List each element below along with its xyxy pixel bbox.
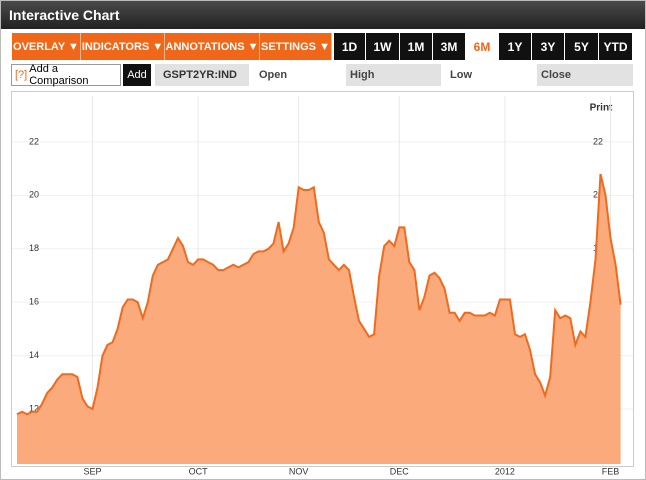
print-link[interactable]: Print <box>590 103 613 114</box>
y-tick-label: 16 <box>29 297 39 307</box>
y-tick-label: 20 <box>29 190 39 200</box>
x-tick-label: FEB <box>602 466 620 476</box>
range-button[interactable]: 1D <box>334 33 365 60</box>
menu-button[interactable]: SETTINGS ▼ <box>260 33 332 60</box>
comparison-input[interactable]: [?] Add a Comparison <box>11 63 121 87</box>
header-title: Interactive Chart <box>1 1 645 29</box>
y-tick-label: 22 <box>29 136 39 146</box>
range-button[interactable]: 6M <box>466 33 498 60</box>
quote-field: Open <box>259 69 288 81</box>
x-tick-label: DEC <box>390 466 410 476</box>
range-button[interactable]: YTD <box>599 33 632 60</box>
range-button[interactable]: 5Y <box>565 33 598 60</box>
area-fill <box>17 174 621 464</box>
area-line <box>16 173 622 416</box>
menu-button[interactable]: INDICATORS ▼ <box>81 33 165 60</box>
menu-button[interactable]: ANNOTATIONS ▼ <box>165 33 260 60</box>
x-tick-label: NOV <box>289 466 309 476</box>
range-button[interactable]: 3M <box>433 33 465 60</box>
add-button[interactable]: Add <box>123 64 151 86</box>
y-tick-label-right: 22 <box>593 136 603 146</box>
range-button[interactable]: 1M <box>400 33 432 60</box>
help-link[interactable]: [?] <box>15 69 28 81</box>
quote-field: Close <box>537 64 633 86</box>
quote-field: Low <box>450 69 472 81</box>
range-button[interactable]: 1Y <box>499 33 531 60</box>
x-tick-label: OCT <box>189 466 209 476</box>
x-tick-label: 2012 <box>495 466 515 476</box>
x-tick-label: SEP <box>83 466 101 476</box>
placeholder: Add a Comparison <box>29 63 89 87</box>
y-tick-label: 18 <box>29 243 39 253</box>
chart: Print 121214141616181820202222SEPOCTNOVD… <box>11 91 634 476</box>
y-tick-label: 12 <box>29 403 39 413</box>
quote-field: High <box>346 64 441 86</box>
range-button[interactable]: 1W <box>366 33 399 60</box>
range-button[interactable]: 3Y <box>532 33 564 60</box>
symbol: GSPT2YR:IND <box>155 64 249 86</box>
menu-button[interactable]: OVERLAY ▼ <box>12 33 81 60</box>
y-tick-label: 14 <box>29 350 39 360</box>
y-tick-label-right: 20 <box>593 190 603 200</box>
